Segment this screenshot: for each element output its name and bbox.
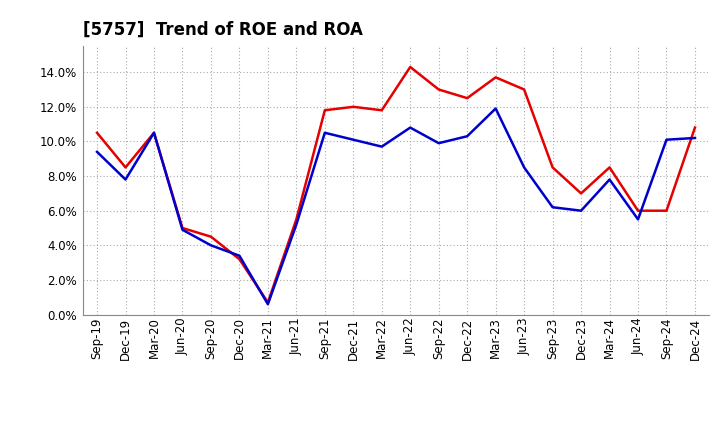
- ROA: [606, 177, 614, 182]
- ROE: [549, 165, 557, 170]
- ROA: [463, 134, 472, 139]
- ROA: [377, 144, 386, 149]
- ROE: [606, 165, 614, 170]
- ROE: [406, 64, 415, 70]
- ROE: [577, 191, 585, 196]
- ROE: [690, 125, 699, 130]
- ROA: [150, 130, 158, 136]
- ROE: [491, 75, 500, 80]
- ROE: [235, 257, 243, 262]
- ROE: [93, 130, 102, 136]
- ROA: [520, 165, 528, 170]
- ROE: [634, 208, 642, 213]
- ROE: [463, 95, 472, 101]
- ROE: [207, 234, 215, 239]
- ROA: [235, 253, 243, 258]
- ROA: [178, 227, 186, 232]
- ROA: [292, 222, 301, 227]
- ROA: [207, 243, 215, 248]
- ROA: [690, 136, 699, 141]
- ROA: [662, 137, 671, 143]
- ROA: [264, 301, 272, 307]
- Line: ROA: ROA: [97, 109, 695, 304]
- ROE: [662, 208, 671, 213]
- ROE: [292, 217, 301, 222]
- ROE: [349, 104, 358, 110]
- Text: [5757]  Trend of ROE and ROA: [5757] Trend of ROE and ROA: [83, 21, 363, 39]
- Line: ROE: ROE: [97, 67, 695, 302]
- ROE: [320, 108, 329, 113]
- ROA: [93, 149, 102, 154]
- ROE: [264, 300, 272, 305]
- ROA: [434, 140, 443, 146]
- ROA: [406, 125, 415, 130]
- ROA: [349, 137, 358, 143]
- ROA: [320, 130, 329, 136]
- ROA: [549, 205, 557, 210]
- ROE: [121, 165, 130, 170]
- ROA: [491, 106, 500, 111]
- ROA: [121, 177, 130, 182]
- ROE: [178, 225, 186, 231]
- ROE: [520, 87, 528, 92]
- ROA: [577, 208, 585, 213]
- ROE: [377, 108, 386, 113]
- ROA: [634, 217, 642, 222]
- ROE: [150, 130, 158, 136]
- ROE: [434, 87, 443, 92]
